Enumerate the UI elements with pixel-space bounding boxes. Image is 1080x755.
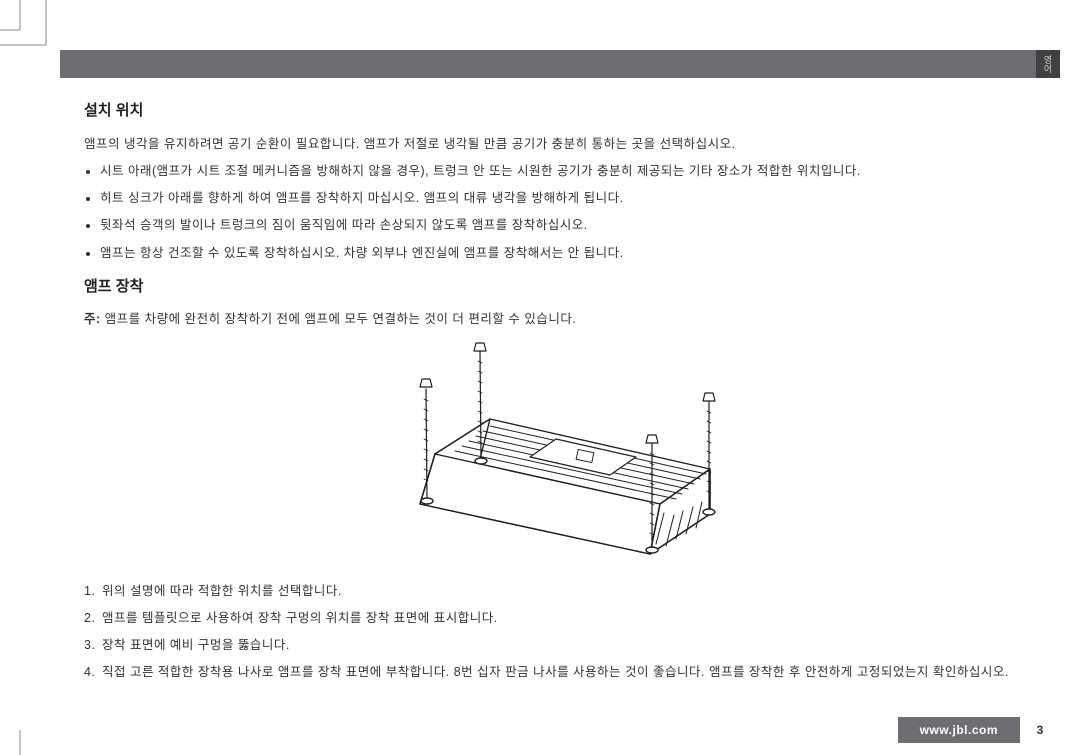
location-bullets: 시트 아래(앰프가 시트 조절 메커니즘을 방해하지 않을 경우), 트렁크 안… <box>84 161 1036 264</box>
step-text: 앰프를 템플릿으로 사용하여 장착 구멍의 위치를 장착 표면에 표시합니다. <box>102 611 498 625</box>
header-bar: 영어 <box>60 50 1060 78</box>
location-intro: 앰프의 냉각을 유지하려면 공기 순환이 필요합니다. 앰프가 저절로 냉각될 … <box>84 134 1036 155</box>
content-area: 설치 위치 앰프의 냉각을 유지하려면 공기 순환이 필요합니다. 앰프가 저절… <box>60 98 1060 684</box>
language-tab: 영어 <box>1036 50 1060 78</box>
heading-amp-mounting: 앰프 장착 <box>84 274 1036 300</box>
bullet-item: 뒷좌석 승객의 발이나 트렁크의 짐이 움직임에 따라 손상되지 않도록 앰프를… <box>100 215 1036 236</box>
step-text: 위의 설명에 따라 적합한 위치를 선택합니다. <box>102 584 342 598</box>
amplifier-diagram <box>84 339 1036 569</box>
mounting-steps: 1. 위의 설명에 따라 적합한 위치를 선택합니다. 2. 앰프를 템플릿으로… <box>84 581 1036 684</box>
heading-install-location: 설치 위치 <box>84 98 1036 124</box>
mounting-note: 주: 앰프를 차량에 완전히 장착하기 전에 앰프에 모두 연결하는 것이 더 … <box>84 309 1036 330</box>
footer-url: www.jbl.com <box>898 717 1020 743</box>
footer: www.jbl.com 3 <box>60 717 1060 743</box>
note-label: 주: <box>84 312 101 326</box>
bullet-item: 시트 아래(앰프가 시트 조절 메커니즘을 방해하지 않을 경우), 트렁크 안… <box>100 161 1036 182</box>
step-item: 1. 위의 설명에 따라 적합한 위치를 선택합니다. <box>84 581 1036 602</box>
bullet-item: 히트 싱크가 아래를 향하게 하여 앰프를 장착하지 마십시오. 앰프의 대류 … <box>100 188 1036 209</box>
footer-page-number: 3 <box>1020 723 1060 737</box>
bullet-item: 앰프는 항상 건조할 수 있도록 장착하십시오. 차량 외부나 엔진실에 앰프를… <box>100 243 1036 264</box>
step-item: 4. 직접 고른 적합한 장착용 나사로 앰프를 장착 표면에 부착합니다. 8… <box>84 662 1036 683</box>
note-text: 앰프를 차량에 완전히 장착하기 전에 앰프에 모두 연결하는 것이 더 편리할… <box>101 312 577 326</box>
amp-illustration <box>380 339 740 569</box>
step-text: 장착 표면에 예비 구멍을 뚫습니다. <box>102 638 290 652</box>
page: 영어 설치 위치 앰프의 냉각을 유지하려면 공기 순환이 필요합니다. 앰프가… <box>60 50 1060 690</box>
step-text: 직접 고른 적합한 장착용 나사로 앰프를 장착 표면에 부착합니다. 8번 십… <box>102 665 1009 679</box>
step-item: 2. 앰프를 템플릿으로 사용하여 장착 구멍의 위치를 장착 표면에 표시합니… <box>84 608 1036 629</box>
step-item: 3. 장착 표면에 예비 구멍을 뚫습니다. <box>84 635 1036 656</box>
